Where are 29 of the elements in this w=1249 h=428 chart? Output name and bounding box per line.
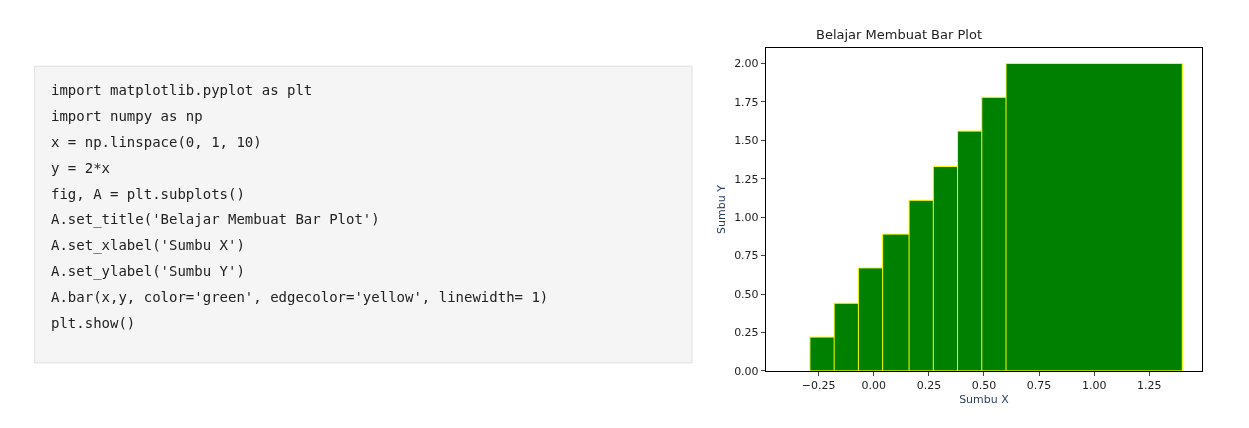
y-tick-label: 0.50 [734, 287, 759, 301]
y-axis-title: Sumbu Y [714, 184, 728, 234]
text: A.set_xlabel('Sumbu X') [51, 237, 245, 254]
y-tick-label: 0.25 [734, 326, 759, 340]
y-tick-label: 0.00 [734, 364, 759, 378]
x-tick-label: −0.25 [801, 379, 836, 393]
x-tick-label: 0.00 [861, 379, 887, 393]
x-axis-title: Sumbu X [959, 393, 1010, 407]
text: import numpy as np [51, 108, 203, 124]
x-tick-label: 1.00 [1081, 379, 1107, 393]
x-tick-label: 0.75 [1026, 379, 1052, 393]
text: A.set_ylabel('Sumbu Y') [51, 263, 245, 280]
text: import matplotlib.pyplot as plt [51, 82, 313, 98]
text: x = np.linspace(0, 1, 10) [51, 134, 262, 150]
y-tick-label: 1.50 [734, 134, 759, 148]
text: fig, A = plt.subplots() [51, 186, 245, 202]
x-tick-label: 0.50 [971, 379, 997, 393]
text: plt.show() [51, 315, 136, 331]
y-tick-label: 1.75 [734, 95, 759, 109]
text: y = 2*x [51, 160, 111, 176]
y-tick-label: 2.00 [734, 57, 759, 71]
y-tick-label: 0.75 [734, 249, 759, 263]
x-tick-label: 1.25 [1136, 379, 1162, 393]
y-tick-label: 1.25 [734, 172, 759, 186]
x-tick-label: 0.25 [916, 379, 942, 393]
y-tick-label: 1.00 [734, 211, 759, 225]
chart-title: Belajar Membuat Bar Plot [816, 27, 982, 42]
text: A.bar(x,y, color='green', edgecolor='yellow', linewidth= 1) [51, 289, 549, 305]
text: A.set_title('Belajar Membuat Bar Plot') [51, 211, 380, 228]
